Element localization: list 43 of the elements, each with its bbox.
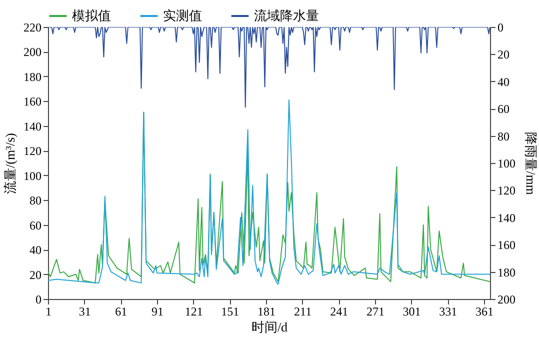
x-tick-label: 31 <box>78 304 91 318</box>
y2-tick-label: 20 <box>498 48 510 62</box>
y-tick-label: 220 <box>24 20 42 34</box>
x-tick-label: 181 <box>257 304 276 318</box>
y2-axis-title: 降雨量/mm <box>524 132 538 195</box>
x-tick-label: 241 <box>330 304 348 318</box>
y-tick-label: 120 <box>24 144 42 158</box>
x-tick-label: 121 <box>184 304 203 318</box>
y-axis-title: 流量/(m³/s) <box>2 133 18 194</box>
y2-tick-label: 180 <box>498 265 516 280</box>
x-tick-label: 361 <box>475 304 494 318</box>
y2-tick-label: 60 <box>498 102 510 116</box>
line-series <box>48 27 490 108</box>
y-tick-label: 140 <box>24 119 42 134</box>
legend-label: 实测值 <box>163 8 202 23</box>
y-tick-label: 60 <box>30 218 42 232</box>
y2-tick-label: 40 <box>498 74 510 89</box>
x-tick-label: 91 <box>151 304 164 318</box>
y-tick-label: 180 <box>24 70 42 84</box>
y-tick-label: 200 <box>24 45 42 60</box>
x-axis-title: 时间/d <box>251 320 288 334</box>
y-tick-label: 0 <box>36 292 42 306</box>
legend-label: 模拟值 <box>72 8 111 23</box>
x-tick-label: 61 <box>115 304 128 318</box>
y-tick-label: 80 <box>30 194 42 208</box>
y-tick-label: 100 <box>24 168 42 183</box>
x-tick-label: 301 <box>402 304 421 318</box>
y2-tick-label: 100 <box>498 156 516 170</box>
x-tick-label: 331 <box>439 304 458 318</box>
y2-tick-label: 140 <box>498 210 516 225</box>
y-tick-label: 20 <box>30 268 42 282</box>
y2-tick-label: 120 <box>498 184 516 198</box>
y2-tick-label: 160 <box>498 238 516 252</box>
x-tick-label: 151 <box>221 304 240 318</box>
y-tick-label: 40 <box>30 243 42 258</box>
y2-tick-label: 200 <box>498 292 516 306</box>
legend-label: 流域降水量 <box>254 8 319 23</box>
x-tick-label: 1 <box>46 304 52 318</box>
y2-tick-label: 0 <box>498 20 504 34</box>
y2-tick-label: 80 <box>498 129 510 144</box>
x-tick-label: 211 <box>294 304 312 318</box>
y-tick-label: 160 <box>24 94 42 109</box>
x-tick-label: 271 <box>366 304 384 318</box>
